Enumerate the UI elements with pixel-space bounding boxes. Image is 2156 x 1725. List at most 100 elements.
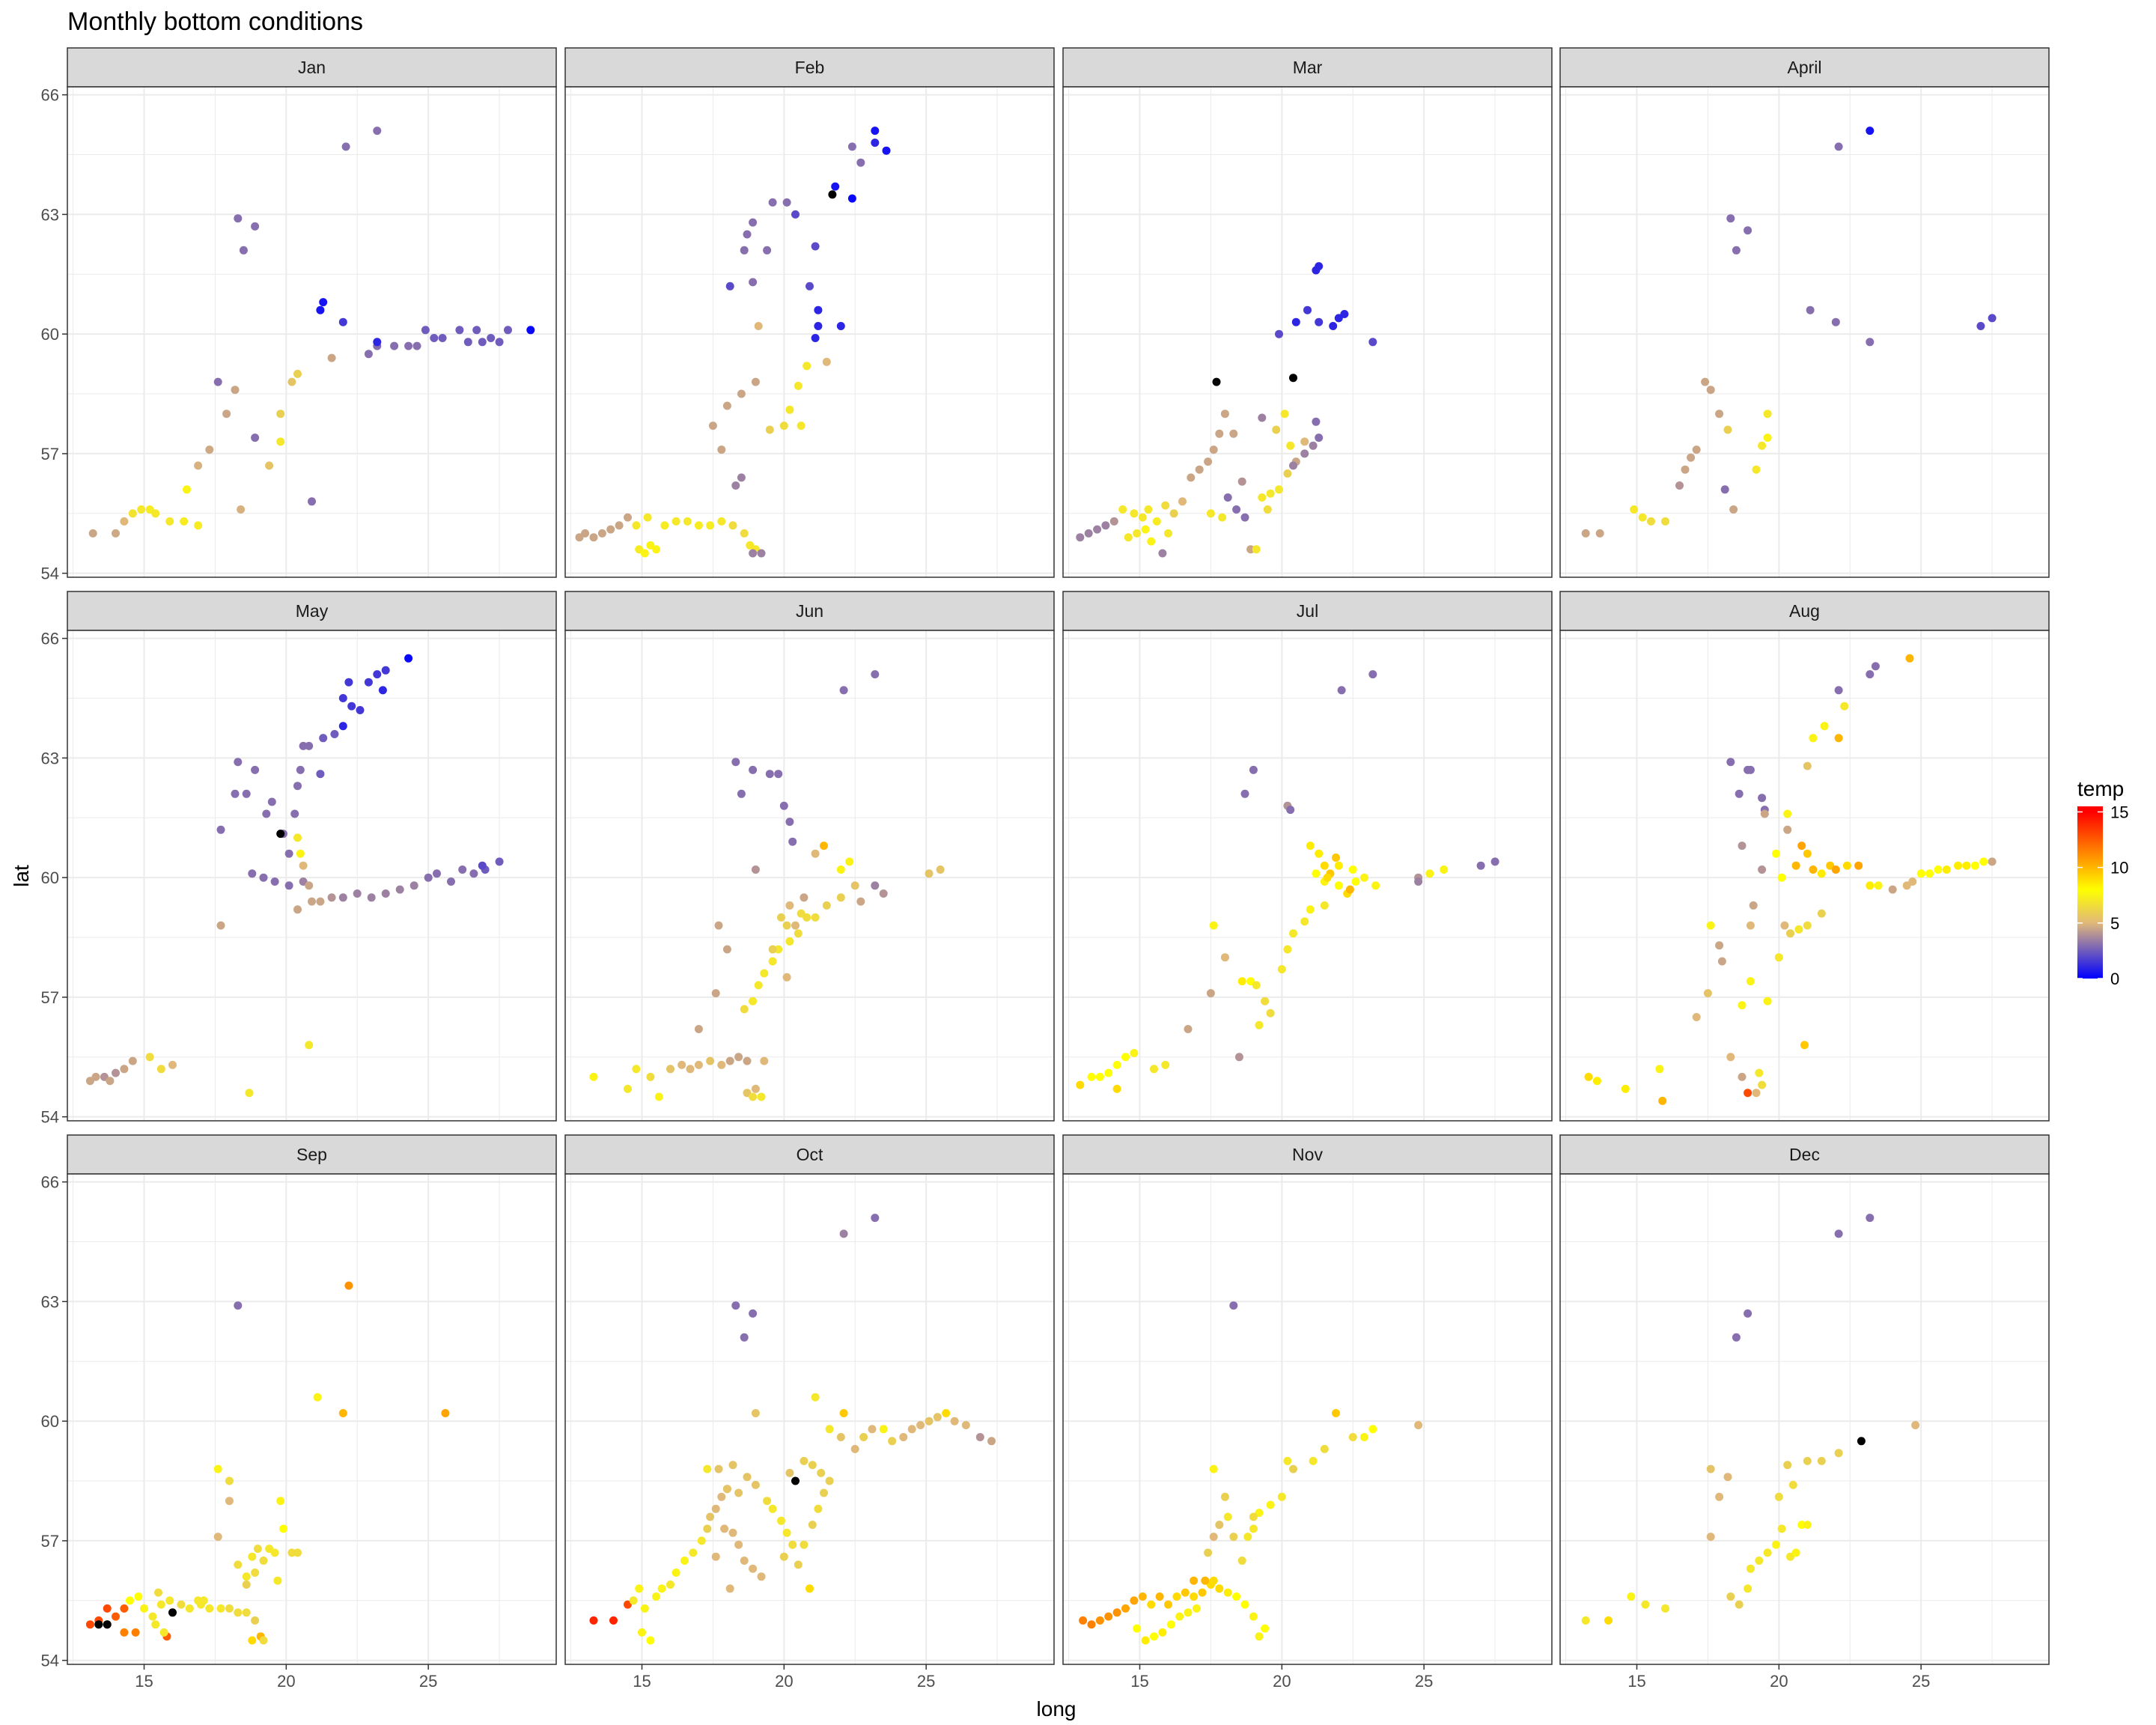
data-point: [1112, 1084, 1121, 1093]
y-tick-label: 60: [41, 1412, 59, 1431]
data-point: [1638, 513, 1647, 522]
data-point: [225, 1497, 234, 1506]
data-point: [1130, 509, 1139, 518]
data-point: [763, 246, 772, 255]
data-point: [245, 1089, 254, 1098]
data-point: [782, 921, 791, 930]
data-point: [916, 1421, 925, 1429]
data-point: [808, 1461, 817, 1470]
data-point: [1866, 670, 1875, 679]
data-point: [1337, 686, 1346, 695]
data-point: [797, 422, 806, 431]
data-point: [749, 278, 758, 287]
data-point: [1204, 457, 1213, 466]
x-tick-label: 15: [1130, 1672, 1148, 1691]
data-point: [1803, 1521, 1812, 1530]
data-point: [1368, 670, 1377, 679]
data-point: [1866, 881, 1875, 890]
data-point: [1831, 317, 1840, 326]
facet-strip-label: May: [296, 601, 329, 621]
data-point: [1263, 505, 1272, 514]
data-point: [1206, 989, 1215, 998]
data-point: [1842, 861, 1851, 870]
data-point: [888, 1437, 897, 1446]
data-point: [1104, 1612, 1113, 1621]
data-point: [751, 377, 760, 386]
data-point: [231, 789, 240, 798]
data-point: [800, 1456, 808, 1465]
data-point: [112, 529, 120, 538]
data-point: [871, 127, 880, 136]
data-point: [287, 1548, 296, 1557]
data-point: [777, 1516, 785, 1525]
data-point: [276, 830, 285, 839]
data-point: [666, 1065, 674, 1074]
data-point: [1138, 513, 1147, 522]
y-tick-label: 63: [41, 205, 59, 224]
data-point: [717, 517, 726, 526]
data-point: [216, 825, 225, 834]
data-point: [1752, 465, 1761, 474]
data-point: [251, 765, 260, 774]
data-point: [791, 921, 800, 930]
panel-background: [1560, 1174, 2049, 1664]
data-point: [961, 1421, 970, 1429]
data-point: [1144, 505, 1153, 514]
data-point: [1303, 305, 1312, 314]
data-point: [1323, 873, 1332, 882]
data-point: [731, 481, 740, 490]
data-point: [1223, 1588, 1232, 1597]
facet-panel-jul: Jul: [1062, 591, 1553, 1122]
data-point: [1283, 945, 1292, 954]
data-point: [478, 338, 487, 347]
data-point: [975, 1433, 984, 1441]
y-tick-label: 57: [41, 445, 59, 463]
data-point: [740, 1005, 749, 1014]
data-point: [390, 341, 399, 350]
data-point: [1817, 909, 1826, 918]
data-point: [145, 1053, 154, 1062]
data-point: [1258, 493, 1267, 502]
data-point: [1209, 921, 1218, 930]
data-point: [1744, 1089, 1752, 1098]
data-point: [785, 818, 794, 827]
panel-background: [1560, 87, 2049, 577]
facet-strip-label: Mar: [1293, 58, 1323, 77]
data-point: [737, 389, 746, 398]
data-point: [120, 1628, 129, 1637]
data-point: [720, 1524, 729, 1533]
data-point: [640, 1604, 649, 1613]
data-point: [1237, 977, 1246, 986]
data-point: [293, 369, 302, 378]
data-point: [1809, 865, 1818, 874]
data-point: [1866, 338, 1875, 347]
data-point: [811, 334, 820, 342]
data-point: [734, 1540, 743, 1549]
data-point: [1340, 310, 1349, 318]
data-point: [1834, 142, 1843, 151]
y-tick-label: 54: [41, 1108, 59, 1127]
data-point: [751, 865, 760, 874]
data-point: [1258, 413, 1267, 422]
facet-strip: [1559, 1134, 2050, 1175]
data-point: [589, 533, 598, 542]
data-point: [1797, 842, 1806, 851]
facet-strip-label: Jun: [796, 601, 823, 621]
data-point: [1309, 1456, 1318, 1465]
data-point: [1220, 1492, 1229, 1501]
panel-border: [67, 630, 557, 1122]
data-point: [1164, 1600, 1172, 1609]
facet-strip-label: Jan: [298, 58, 326, 77]
data-point: [817, 1468, 826, 1477]
data-point: [424, 873, 433, 882]
data-point: [1121, 1604, 1130, 1613]
data-point: [1661, 1604, 1669, 1613]
data-point: [1300, 449, 1309, 458]
data-point: [1604, 1616, 1613, 1625]
data-point: [1905, 654, 1914, 663]
data-point: [1209, 1464, 1218, 1473]
data-point: [344, 1281, 353, 1290]
data-point: [338, 722, 347, 731]
facet-strip-label: Feb: [795, 58, 825, 77]
data-point: [504, 326, 512, 335]
